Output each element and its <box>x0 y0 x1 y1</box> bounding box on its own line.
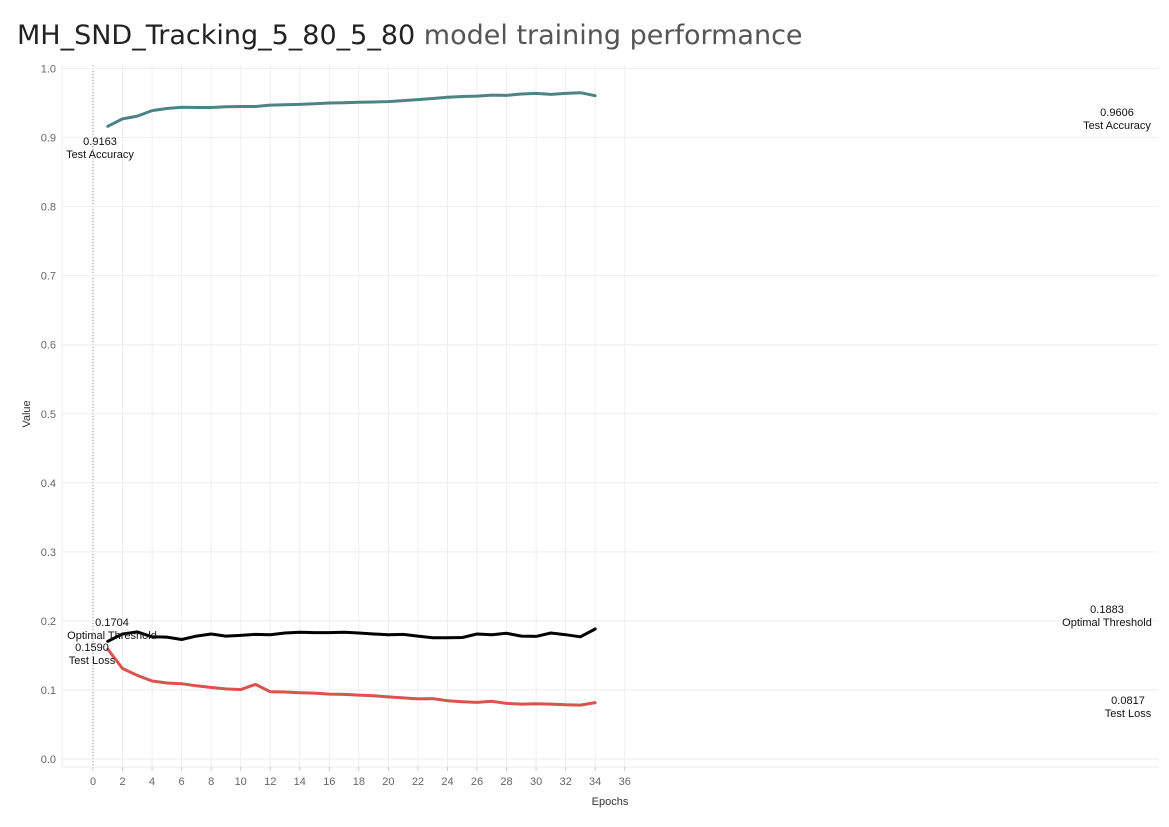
grid-lines <box>61 65 1158 768</box>
annotation-value: 0.1590 <box>75 642 109 654</box>
end-label-optimal-threshold: 0.1883 Optimal Threshold <box>1062 604 1152 629</box>
y-tick-label: 1.0 <box>41 64 56 76</box>
x-tick-label: 12 <box>264 776 276 788</box>
y-tick-label: 0.6 <box>41 340 56 352</box>
annotation-name: Test Loss <box>69 655 116 667</box>
series-line-test-loss <box>106 647 597 707</box>
x-tick-label: 2 <box>119 776 125 788</box>
x-tick-label: 8 <box>208 776 214 788</box>
series-lines <box>106 91 597 707</box>
chart-title-main: MH_SND_Tracking_5_80_5_80 <box>17 20 416 51</box>
y-tick-label: 0.8 <box>41 202 56 214</box>
series-line-test-accuracy <box>106 91 597 128</box>
x-tick-label: 26 <box>471 776 483 788</box>
x-tick-label: 4 <box>149 776 155 788</box>
y-tick-label: 0.2 <box>41 616 56 628</box>
y-tick-label: 0.3 <box>41 547 56 559</box>
annotation-name: Test Accuracy <box>66 149 134 161</box>
annotation-name: Optimal Threshold <box>67 630 157 642</box>
x-tick-label: 28 <box>500 776 512 788</box>
annotation-value: 0.9606 <box>1100 107 1134 119</box>
annotation-value: 0.1883 <box>1090 604 1124 616</box>
x-tick-label: 22 <box>412 776 424 788</box>
y-tick-label: 0.9 <box>41 133 56 145</box>
chart-title: MH_SND_Tracking_5_80_5_80 model training… <box>17 20 803 51</box>
x-tick-label: 10 <box>235 776 247 788</box>
y-tick-label: 0.0 <box>41 754 56 766</box>
end-label-test-accuracy: 0.9606 Test Accuracy <box>1083 107 1151 132</box>
start-label-optimal-threshold: 0.1704 Optimal Threshold <box>67 617 157 642</box>
x-axis-ticks: 0 2 4 6 8 10 12 14 16 18 20 22 24 26 28 30 32 34 36 <box>90 767 631 788</box>
annotation-value: 0.1704 <box>95 617 129 629</box>
series-line-optimal-threshold <box>106 627 597 643</box>
y-tick-label: 0.1 <box>41 685 56 697</box>
x-tick-label: 32 <box>560 776 572 788</box>
start-label-test-accuracy: 0.9163 Test Accuracy <box>66 136 134 161</box>
annotation-value: 0.9163 <box>83 136 117 148</box>
annotation-name: Test Accuracy <box>1083 120 1151 132</box>
chart-title-rest: model training performance <box>415 20 803 51</box>
x-tick-label: 14 <box>294 776 306 788</box>
x-tick-label: 16 <box>323 776 335 788</box>
end-label-test-loss: 0.0817 Test Loss <box>1105 695 1152 720</box>
annotation-value: 0.0817 <box>1111 695 1145 707</box>
x-tick-label: 6 <box>179 776 185 788</box>
x-tick-label: 30 <box>530 776 542 788</box>
y-axis-ticks: 0.0 0.1 0.2 0.3 0.4 0.5 0.6 0.7 0.8 0.9 1.0 <box>41 64 56 767</box>
annotation-name: Test Loss <box>1105 708 1152 720</box>
x-tick-label: 18 <box>353 776 365 788</box>
x-tick-label: 24 <box>441 776 453 788</box>
y-tick-label: 0.5 <box>41 409 56 421</box>
y-tick-label: 0.4 <box>41 478 56 490</box>
y-tick-label: 0.7 <box>41 271 56 283</box>
x-tick-label: 34 <box>589 776 601 788</box>
x-tick-label: 0 <box>90 776 96 788</box>
start-label-test-loss: 0.1590 Test Loss <box>69 642 116 667</box>
x-tick-label: 20 <box>382 776 394 788</box>
x-tick-label: 36 <box>619 776 631 788</box>
annotation-name: Optimal Threshold <box>1062 617 1152 629</box>
x-axis-title: Epochs <box>592 796 629 808</box>
y-axis-title: Value <box>21 400 33 427</box>
